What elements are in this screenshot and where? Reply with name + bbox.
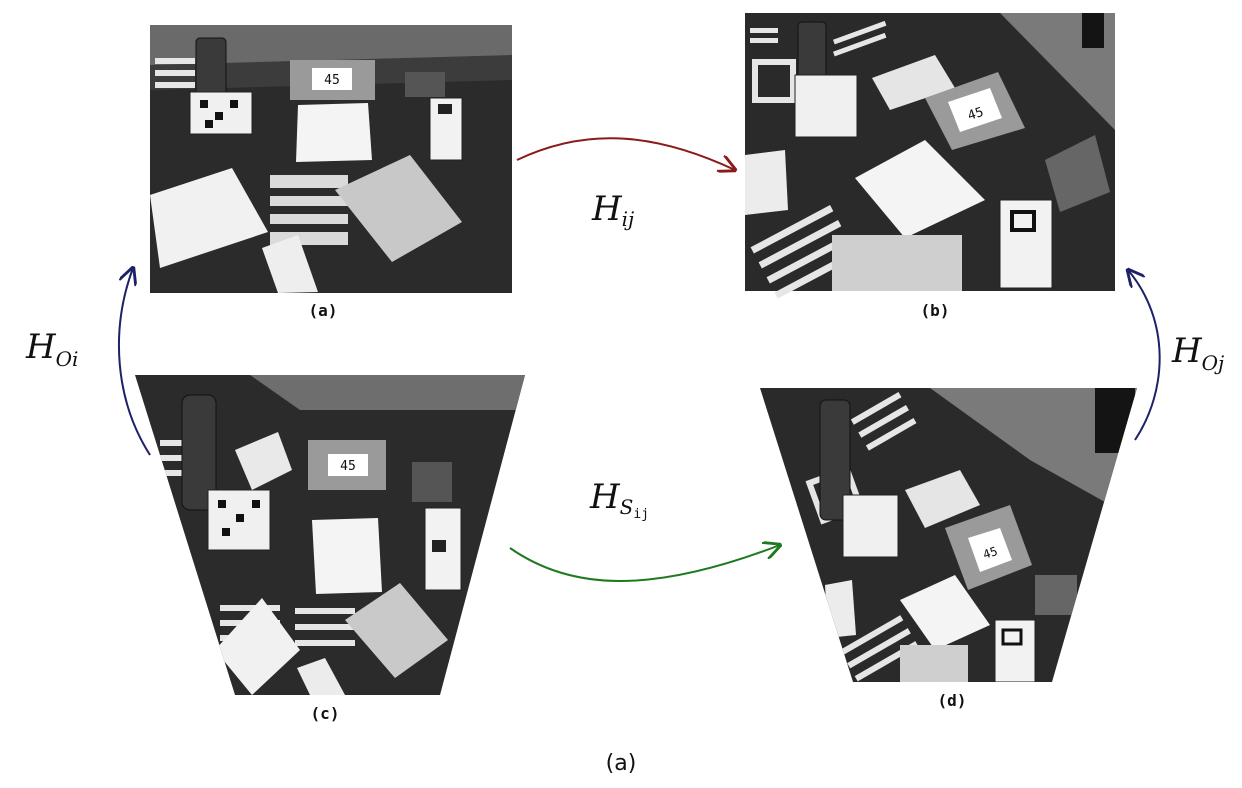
photo-panel-c: 45	[135, 375, 525, 695]
number-card-a: 45	[324, 73, 340, 88]
label-hoi: HOi	[25, 327, 78, 371]
panel-caption-c: (c)	[311, 704, 340, 723]
label-hsij: HSij	[589, 477, 649, 522]
arrow-hsij	[509, 545, 780, 582]
photo-panel-a: 45	[150, 25, 512, 293]
arrow-hoj	[1128, 270, 1161, 441]
label-hij: Hij	[591, 189, 634, 231]
figure-caption: (a)	[606, 751, 637, 776]
photo-panel-d: 45	[760, 388, 1137, 682]
panel-caption-a: (a)	[309, 301, 338, 320]
number-card-b: 45	[966, 105, 986, 124]
number-card-c: 45	[340, 459, 356, 474]
arrow-hoi	[117, 268, 151, 456]
label-hoj: HOj	[1171, 331, 1224, 375]
panel-caption-b: (b)	[921, 301, 950, 320]
number-card-d: 45	[981, 544, 999, 562]
arrow-hij	[516, 137, 735, 170]
panel-caption-d: (d)	[938, 691, 967, 710]
photo-panel-b: 45	[745, 13, 1115, 299]
